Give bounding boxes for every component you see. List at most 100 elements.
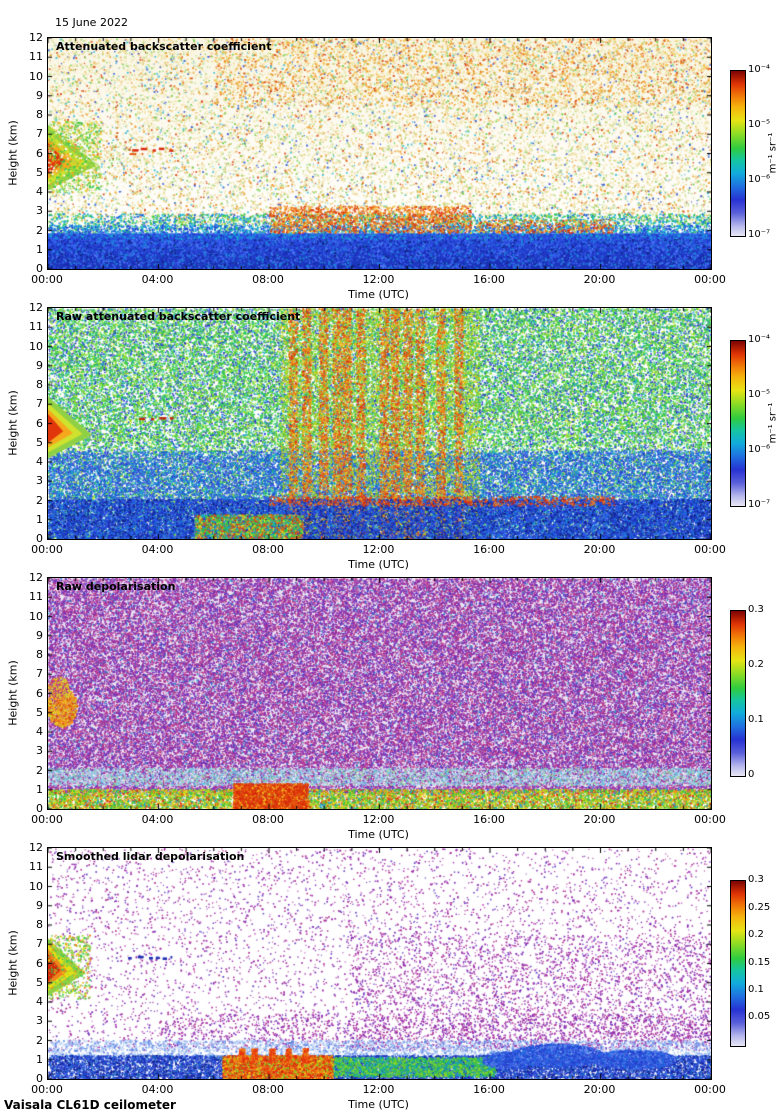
panel-2-colorbar [730,340,746,507]
panel-2-colorbar-tick-label: 10⁻⁴ [748,334,771,345]
panel-4-colorbar-tick-label: 0.3 [748,874,764,885]
panel-1-heatmap-canvas [48,38,711,269]
panel-4-x-tick-label: 12:00 [362,1083,395,1096]
panel-2-y-tick-label: 7 [36,397,43,411]
panel-3-x-tick-label: 00:00 [694,813,726,826]
panel-1-title: Attenuated backscatter coefficient [56,40,272,53]
panel-3-y-tick-label: 11 [29,590,43,604]
panel-3-title: Raw depolarisation [56,580,176,593]
panel-1-x-tick-label: 00:00 [31,273,63,286]
panel-4-x-tick-label: 00:00 [31,1083,63,1096]
panel-4-y-tick-label: 4 [36,995,43,1008]
panel-3-y-tick-label: 0 [36,802,43,815]
panel-4-colorbar-tick-label: 0.25 [748,901,771,913]
panel-1-y-tick-label: 10 [29,69,43,83]
panel-4-heatmap-canvas [48,848,711,1079]
panel-2-y-tick-label: 0 [36,532,43,545]
panel-4-colorbar-tick-label: 0.05 [748,1011,771,1023]
panel-2-x-tick-label: 20:00 [583,543,616,556]
panel-2-colorbar-tick-label: 10⁻⁵ [748,388,771,400]
panel-3-x-tick-label: 20:00 [583,813,616,826]
panel-2-title: Raw attenuated backscatter coefficient [56,310,301,323]
panel-4-x-tick-label: 08:00 [252,1083,284,1096]
panel-1-y-tick-label: 5 [36,165,43,179]
panel-1-x-tick-label: 20:00 [583,273,616,286]
panel-2-y-tick-label: 12 [29,301,43,314]
panel-3-x-tick-label: 08:00 [252,813,284,826]
panel-3-colorbar-tick-label: 0.3 [748,604,764,615]
panel-3-y-tick-label: 12 [29,571,43,584]
panel-1-y-tick-label: 8 [36,108,43,121]
panel-1-colorbar-tick-label: 10⁻⁵ [748,118,771,130]
panel-2-x-tick-label: 12:00 [362,543,395,556]
panel-1-colorbar [730,70,746,237]
panel-1-x-tick-label: 16:00 [473,273,505,286]
panel-4-y-tick-label: 0 [36,1072,43,1085]
panel-3-x-tick-label: 12:00 [362,813,395,826]
panel-3-x-tick-label: 00:00 [31,813,63,826]
panel-4-y-tick-label: 2 [36,1033,43,1047]
panel-4-y-tick-label: 6 [36,956,43,970]
panel-4-y-tick-label: 9 [36,898,43,912]
panel-4-y-tick-label: 8 [36,918,43,931]
panel-3-plot [47,577,712,810]
panel-1-y-tick-label: 7 [36,127,43,141]
panel-1-x-tick-label: 08:00 [252,273,284,286]
panel-3-y-tick-label: 1 [36,782,43,796]
panel-1-y-tick-label: 3 [36,204,43,218]
panel-1-y-tick-label: 12 [29,31,43,44]
panel-2-x-tick-label: 00:00 [694,543,726,556]
panel-3-y-axis-label: Height (km) [6,659,20,726]
panel-2-y-tick-label: 6 [36,416,43,430]
panel-3-y-tick-label: 10 [29,609,43,623]
panel-1-colorbar-unit-label: m⁻¹ sr⁻¹ [767,132,779,173]
panel-4-x-tick-label: 16:00 [473,1083,505,1096]
panel-1-y-tick-label: 6 [36,146,43,160]
panel-2-x-axis-label: Time (UTC) [348,558,409,571]
panel-4-title: Smoothed lidar depolarisation [56,850,245,863]
panel-2-y-tick-label: 5 [36,435,43,449]
panel-2-y-tick-label: 10 [29,339,43,353]
panel-4-y-tick-label: 1 [36,1052,43,1066]
instrument-label: Vaisala CL61D ceilometer [4,1098,176,1112]
panel-3-y-tick-label: 8 [36,648,43,661]
panel-1-colorbar-tick-label: 10⁻⁴ [748,64,771,75]
panel-3-colorbar-tick-label: 0.2 [748,658,764,670]
panel-3-y-tick-label: 9 [36,628,43,642]
panel-3-y-tick-label: 2 [36,763,43,777]
panel-2-colorbar-tick-label: 10⁻⁷ [748,499,771,510]
panel-4-y-tick-label: 5 [36,975,43,989]
panel-4-y-axis-label: Height (km) [6,929,20,996]
panel-2-y-axis-label: Height (km) [6,389,20,456]
panel-1-y-tick-label: 11 [29,50,43,64]
panel-3-heatmap-canvas [48,578,711,809]
panel-4-plot [47,847,712,1080]
panel-2-x-tick-label: 16:00 [473,543,505,556]
panel-2-y-tick-label: 4 [36,455,43,468]
panel-4-x-tick-label: 20:00 [583,1083,616,1096]
panel-3-colorbar-tick-label: 0 [748,769,755,780]
panel-1-y-tick-label: 4 [36,185,43,198]
panel-4-y-tick-label: 12 [29,841,43,854]
panel-4-y-tick-label: 7 [36,937,43,951]
panel-2-colorbar-tick-label: 10⁻⁶ [748,444,771,456]
panel-2-y-tick-label: 11 [29,320,43,334]
panel-4-colorbar-tick-label: 0.1 [748,984,764,996]
panel-4-colorbar-tick-label: 0.2 [748,928,764,940]
panel-3-x-axis-label: Time (UTC) [348,828,409,841]
panel-4-y-tick-label: 3 [36,1014,43,1028]
panel-2-plot [47,307,712,540]
panel-2-y-tick-label: 8 [36,378,43,391]
panel-2-y-tick-label: 1 [36,512,43,526]
panel-3-colorbar [730,610,746,777]
panel-4-y-tick-label: 11 [29,860,43,874]
panel-1-x-tick-label: 12:00 [362,273,395,286]
panel-1-y-tick-label: 0 [36,262,43,275]
panel-4-colorbar [730,880,746,1047]
panel-1-x-tick-label: 00:00 [694,273,726,286]
panel-3-y-tick-label: 3 [36,744,43,758]
panel-4-y-tick-label: 10 [29,879,43,893]
panel-2-colorbar-unit-label: m⁻¹ sr⁻¹ [767,402,779,443]
panel-1-x-axis-label: Time (UTC) [348,288,409,301]
panel-2-x-tick-label: 04:00 [141,543,174,556]
